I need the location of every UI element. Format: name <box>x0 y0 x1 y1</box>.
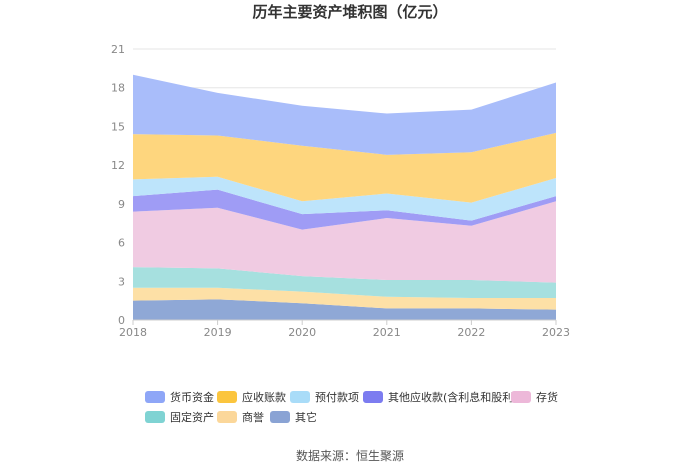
area-series <box>133 132 556 203</box>
y-axis: 0 3 6 9 12 15 18 21 <box>111 43 125 327</box>
data-source: 数据来源：恒生聚源 <box>296 448 404 463</box>
x-tick-label: 2018 <box>119 326 147 339</box>
area-series <box>133 287 556 310</box>
y-tick-label: 21 <box>111 43 125 56</box>
area-series <box>133 201 556 283</box>
legend-label[interactable]: 货币资金 <box>170 390 214 404</box>
x-axis: 2018 2019 2020 2021 2022 2023 <box>119 319 570 339</box>
x-tick-label: 2020 <box>288 326 316 339</box>
legend-swatch[interactable] <box>290 391 310 403</box>
legend-swatch[interactable] <box>217 411 237 423</box>
y-tick-label: 6 <box>118 237 125 250</box>
legend-swatch[interactable] <box>145 411 165 423</box>
y-tick-label: 15 <box>111 120 125 133</box>
legend-swatch[interactable] <box>511 391 531 403</box>
x-tick-label: 2022 <box>457 326 485 339</box>
area-series <box>133 299 556 320</box>
legend-swatch[interactable] <box>217 391 237 403</box>
area-series <box>133 74 556 155</box>
legend-label[interactable]: 固定资产 <box>170 410 214 424</box>
area-series <box>133 74 556 320</box>
area-series <box>133 176 556 221</box>
y-tick-label: 3 <box>118 275 125 288</box>
legend-label[interactable]: 预付款项 <box>315 390 359 404</box>
y-tick-label: 0 <box>118 314 125 327</box>
legend-swatch[interactable] <box>363 391 383 403</box>
legend-swatch[interactable] <box>145 391 165 403</box>
legend-label[interactable]: 商誉 <box>242 410 264 424</box>
legend-label[interactable]: 存货 <box>536 390 558 404</box>
y-tick-label: 9 <box>118 198 125 211</box>
legend-label[interactable]: 其他应收款(含利息和股利) <box>388 390 518 404</box>
y-tick-label: 12 <box>111 159 125 172</box>
x-tick-label: 2019 <box>204 326 232 339</box>
area-series <box>133 267 556 299</box>
y-tick-label: 18 <box>111 82 125 95</box>
area-series <box>133 189 556 230</box>
legend-swatch[interactable] <box>270 411 290 423</box>
chart-title: 历年主要资产堆积图（亿元） <box>252 3 447 21</box>
x-tick-label: 2021 <box>373 326 401 339</box>
legend-label[interactable]: 应收账款 <box>242 390 286 404</box>
legend-label[interactable]: 其它 <box>295 410 317 424</box>
x-tick-label: 2023 <box>542 326 570 339</box>
